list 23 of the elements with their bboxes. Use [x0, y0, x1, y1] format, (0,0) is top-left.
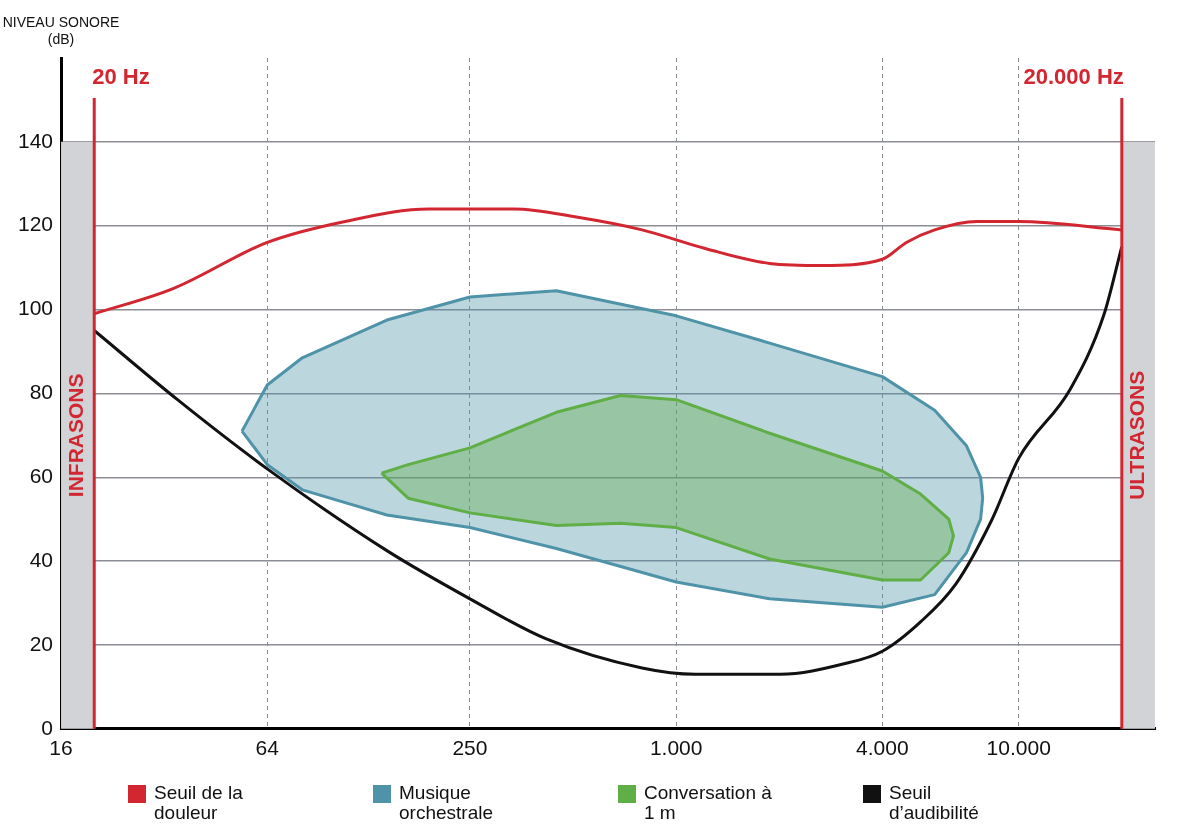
- legend-label: Seuil de la douleur: [154, 782, 244, 823]
- y-tick-label: 140: [17, 128, 54, 152]
- y-tick-label: 60: [29, 464, 54, 488]
- legend-label: Musique orchestrale: [399, 782, 494, 823]
- x-tick-label: 1.000: [649, 736, 703, 760]
- x-tick-label: 64: [255, 736, 280, 760]
- y-tick-label: 20: [29, 631, 54, 655]
- y-tick-label: 80: [29, 380, 54, 404]
- y-tick-label: 100: [17, 296, 54, 320]
- band-label: INFRASONS: [64, 373, 88, 498]
- y-axis-title: NIVEAU SONORE (dB): [2, 13, 120, 47]
- x-tick-label: 10.000: [986, 736, 1051, 760]
- ref-line-label: 20 Hz: [92, 64, 150, 89]
- y-tick-label: 40: [29, 547, 54, 571]
- legend-label: Seuil d’audibilité: [889, 782, 980, 823]
- x-tick-label: 16: [49, 736, 73, 760]
- band-label: ULTRASONS: [1125, 370, 1149, 500]
- y-tick-label: 120: [17, 212, 54, 236]
- x-tick-label: 4.000: [856, 736, 909, 760]
- legend-label: Conversation à 1 m: [644, 782, 773, 823]
- ref-line-label: 20.000 Hz: [1023, 64, 1124, 89]
- x-tick-label: 250: [452, 736, 488, 760]
- y-tick-label: 0: [41, 715, 54, 739]
